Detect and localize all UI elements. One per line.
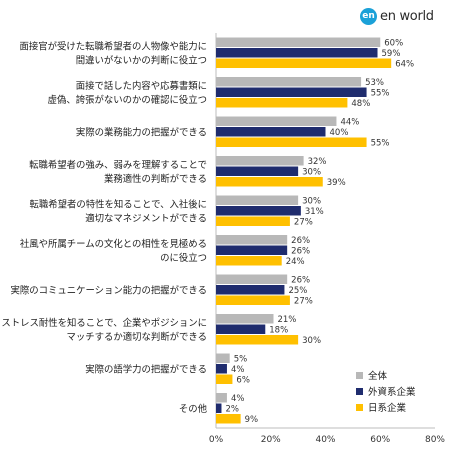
- category-label: マッチするか適切な判断ができる: [67, 331, 207, 343]
- bar: [216, 393, 227, 403]
- data-label: 9%: [245, 415, 259, 425]
- data-label: 24%: [286, 257, 305, 267]
- bar: [216, 87, 367, 97]
- bar: [216, 48, 378, 58]
- bar: [216, 335, 299, 345]
- data-label: 18%: [269, 326, 288, 336]
- data-label: 26%: [291, 236, 310, 246]
- bar: [216, 77, 362, 87]
- data-label: 64%: [395, 60, 414, 70]
- data-label: 55%: [371, 139, 390, 149]
- x-tick-label: 80%: [425, 435, 445, 445]
- x-tick-label: 60%: [370, 435, 390, 445]
- data-label: 21%: [277, 315, 296, 325]
- data-label: 55%: [371, 89, 390, 99]
- bar: [216, 137, 367, 147]
- data-label: 40%: [330, 128, 349, 138]
- data-label: 2%: [225, 405, 239, 415]
- bar: [216, 127, 326, 137]
- data-label: 4%: [231, 394, 245, 404]
- bar: [216, 195, 299, 205]
- data-label: 6%: [236, 376, 250, 386]
- bar: [216, 353, 230, 363]
- category-label: ストレス耐性を知ることで、企業やポジションに: [1, 317, 207, 329]
- data-label: 32%: [308, 157, 327, 167]
- brand-text: en world: [380, 8, 434, 24]
- data-label: 30%: [302, 336, 321, 346]
- data-label: 27%: [294, 218, 313, 228]
- category-label: 実際の語学力の把握ができる: [85, 363, 207, 375]
- bar: [216, 245, 288, 255]
- category-label: 間違いがないかの判断に役立つ: [76, 54, 207, 66]
- legend-label: 日系企業: [368, 402, 407, 414]
- data-label: 31%: [305, 207, 324, 217]
- bar: [216, 98, 348, 108]
- legend-swatch: [356, 404, 363, 411]
- data-label: 48%: [351, 99, 370, 109]
- x-tick-label: 40%: [315, 435, 335, 445]
- bar: [216, 58, 392, 68]
- data-label: 39%: [327, 178, 346, 188]
- data-label: 60%: [384, 39, 403, 49]
- bar: [216, 324, 266, 334]
- bar: [216, 216, 290, 226]
- category-label: のに役立つ: [160, 252, 207, 264]
- bar: [216, 274, 288, 284]
- bar: [216, 403, 222, 413]
- data-label: 44%: [340, 118, 359, 128]
- data-label: 30%: [302, 168, 321, 178]
- bar: [216, 156, 304, 166]
- data-label: 26%: [291, 276, 310, 286]
- bar: [216, 374, 233, 384]
- data-label: 53%: [365, 78, 384, 88]
- bar: [216, 116, 337, 126]
- bar: [216, 166, 299, 176]
- bar: [216, 177, 323, 187]
- data-label: 25%: [288, 286, 307, 296]
- category-label: 面接官が受けた転職希望者の人物像や能力に: [19, 40, 207, 52]
- legend-label: 外資系企業: [368, 386, 416, 398]
- bar: [216, 414, 241, 424]
- x-tick-label: 0%: [209, 435, 224, 445]
- bar: [216, 206, 301, 216]
- bar: [216, 285, 285, 295]
- category-label: 業務適性の判断ができる: [104, 173, 207, 185]
- data-label: 27%: [294, 297, 313, 307]
- category-label: 面接で話した内容や応募書類に: [76, 80, 207, 92]
- category-label: 実際のコミュニケーション能力の把握ができる: [10, 284, 207, 296]
- data-label: 4%: [231, 365, 245, 375]
- data-label: 59%: [382, 49, 401, 59]
- bar: [216, 256, 282, 266]
- category-label: 転職希望者の特性を知ることで、入社後に: [30, 198, 207, 210]
- bar: [216, 314, 274, 324]
- bar: [216, 235, 288, 245]
- category-label: 虚偽、誇張がないのかの確認に役立つ: [48, 94, 207, 106]
- legend-label: 全体: [368, 370, 388, 382]
- legend-swatch: [356, 372, 363, 379]
- category-label: その他: [179, 403, 208, 415]
- category-label: 適切なマネジメントができる: [85, 212, 207, 224]
- category-label: 転職希望者の強み、弱みを理解することで: [29, 159, 207, 171]
- brand-logo: en en world: [360, 6, 452, 26]
- bar: [216, 295, 290, 305]
- legend-swatch: [356, 388, 363, 395]
- brand-mark-icon: en: [360, 7, 377, 25]
- data-label: 30%: [302, 197, 321, 207]
- x-tick-label: 20%: [261, 435, 281, 445]
- data-label: 26%: [291, 247, 310, 257]
- bar: [216, 37, 381, 47]
- category-label: 実際の業務能力の把握ができる: [76, 126, 207, 138]
- bar: [216, 364, 227, 374]
- category-label: 社風や所属チームの文化との相性を見極める: [20, 238, 207, 250]
- data-label: 5%: [234, 355, 248, 365]
